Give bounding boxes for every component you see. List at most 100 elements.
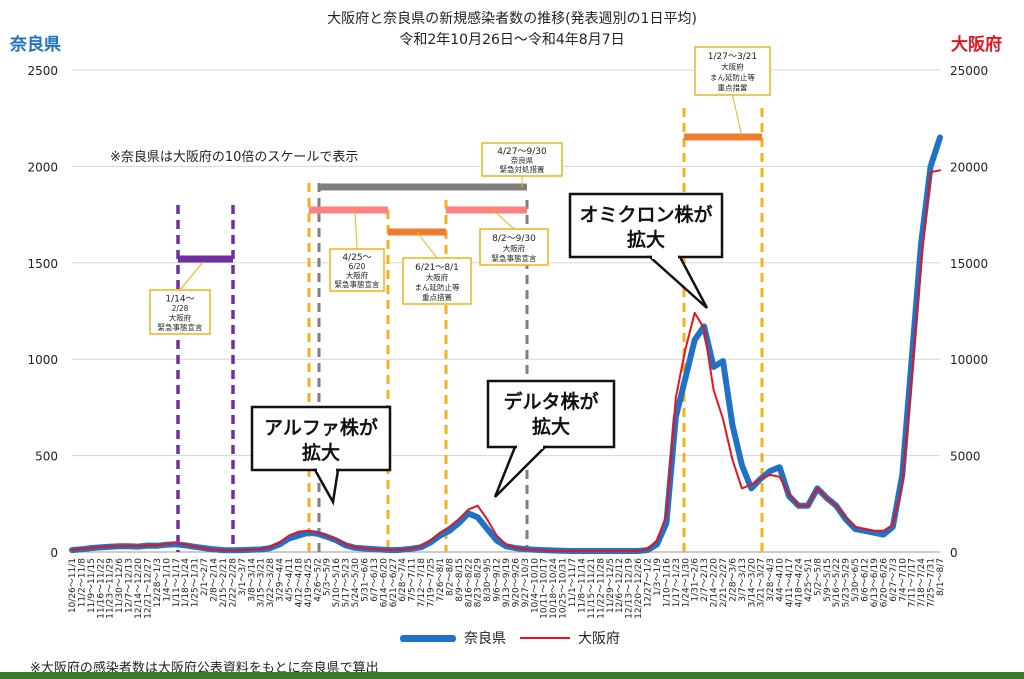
period-label-text: 重点措置 bbox=[422, 292, 452, 302]
callout-tail bbox=[493, 445, 549, 498]
period-label-text: 8/2～9/30 bbox=[492, 234, 536, 244]
x-tick-label: 6/14～6/20 bbox=[379, 558, 389, 608]
x-tick-label: 1/3～1/9 bbox=[653, 558, 663, 596]
x-tick-label: 10/11～10/17 bbox=[540, 558, 550, 619]
x-tick-label: 7/26～8/1 bbox=[436, 558, 446, 602]
period-label-box bbox=[329, 248, 385, 292]
left-tick-label: 2000 bbox=[27, 160, 58, 174]
callout-text: 拡大 bbox=[532, 415, 570, 438]
x-tick-label: 12/13～12/19 bbox=[625, 558, 635, 619]
x-tick-label: 7/4～7/10 bbox=[898, 558, 908, 602]
period-label-leader bbox=[354, 209, 358, 250]
x-tick-label: 4/26～5/2 bbox=[313, 558, 323, 602]
x-tick-label: 7/11～7/17 bbox=[908, 558, 918, 607]
x-tick-label: 10/4～10/10 bbox=[530, 558, 540, 613]
x-tick-label: 2/15～2/21 bbox=[219, 558, 229, 607]
right-tick-label: 5000 bbox=[950, 450, 981, 464]
x-tick-label: 6/27～7/3 bbox=[889, 558, 899, 602]
x-tick-label: 11/15～11/21 bbox=[587, 558, 597, 619]
x-tick-label: 7/25～7/31 bbox=[927, 558, 937, 607]
x-tick-label: 1/10～1/16 bbox=[662, 558, 672, 608]
x-tick-label: 3/15～3/21 bbox=[257, 558, 267, 607]
x-tick-label: 12/7～12/13 bbox=[125, 558, 135, 613]
x-tick-label: 3/14～3/20 bbox=[747, 558, 757, 608]
x-tick-label: 1/24～1/30 bbox=[681, 558, 691, 608]
callout-text: 拡大 bbox=[302, 441, 340, 464]
x-tick-label: 12/28～1/3 bbox=[153, 558, 163, 607]
period-label-leader bbox=[416, 231, 438, 259]
x-tick-label: 5/30～6/5 bbox=[851, 558, 861, 602]
period-label-text: 大阪府 bbox=[503, 243, 526, 253]
x-tick-label: 4/18～4/24 bbox=[794, 558, 804, 608]
x-tick-label: 1/31～2/6 bbox=[691, 558, 701, 602]
callout-text: デルタ株が bbox=[503, 390, 598, 413]
x-tick-label: 1/17～1/23 bbox=[672, 558, 682, 607]
legend-label-osaka: 大阪府 bbox=[578, 631, 620, 647]
x-tick-label: 2/28～3/6 bbox=[728, 558, 738, 602]
x-tick-label: 2/8～2/14 bbox=[210, 558, 220, 602]
x-tick-label: 5/31～6/6 bbox=[360, 558, 370, 602]
period-label-text: 大阪府 bbox=[169, 312, 192, 322]
x-tick-label: 3/21～3/27 bbox=[757, 558, 767, 607]
x-tick-label: 11/2～11/8 bbox=[77, 558, 87, 608]
x-tick-label: 9/27～10/3 bbox=[521, 558, 531, 607]
period-label-box bbox=[481, 142, 563, 177]
x-tick-label: 2/1～2/7 bbox=[200, 558, 210, 596]
x-tick-label: 11/22～11/28 bbox=[596, 558, 606, 619]
x-tick-label: 6/21～6/27 bbox=[389, 558, 399, 607]
x-tick-label: 3/22～3/28 bbox=[266, 558, 276, 608]
legend: 奈良県 大阪府 bbox=[400, 628, 620, 648]
period-label-leader bbox=[732, 94, 743, 138]
x-tick-label: 5/3～5/9 bbox=[323, 558, 333, 596]
period-label-text: 大阪府 bbox=[346, 270, 369, 280]
x-tick-label: 2/22～2/28 bbox=[228, 558, 238, 608]
x-tick-label: 5/10～5/16 bbox=[332, 558, 342, 608]
period-label-text: 1/27～3/21 bbox=[708, 52, 757, 62]
x-tick-label: 5/17～5/23 bbox=[342, 558, 352, 607]
chart-title: 大阪府と奈良県の新規感染者数の推移(発表週別の1日平均) bbox=[327, 11, 697, 27]
period-label-text: 4/25～ bbox=[342, 253, 371, 263]
period-label-text: 重点措置 bbox=[718, 83, 748, 93]
chart-subtitle: 令和2年10月26日～令和4年8月7日 bbox=[399, 32, 625, 48]
x-tick-label: 1/18～1/24 bbox=[181, 558, 191, 608]
x-tick-label: 12/27～1/2 bbox=[644, 558, 654, 607]
period-label-text: 2/28 bbox=[172, 304, 189, 313]
x-tick-label: 7/19～7/25 bbox=[427, 558, 437, 607]
period-label-text: 1/14～ bbox=[165, 294, 194, 304]
x-tick-label: 11/29～12/5 bbox=[606, 558, 616, 613]
left-tick-label: 2500 bbox=[27, 64, 58, 78]
x-tick-label: 8/16～8/22 bbox=[464, 558, 474, 607]
x-tick-label: 7/18～7/24 bbox=[917, 558, 927, 608]
period-label-box bbox=[479, 228, 549, 266]
left-tick-label: 1500 bbox=[27, 257, 58, 271]
x-tick-label: 4/25～5/1 bbox=[804, 558, 814, 602]
x-tick-label: 11/30～12/6 bbox=[115, 558, 125, 613]
callout-text: オミクロン株が bbox=[579, 203, 712, 226]
x-tick-label: 10/18～10/24 bbox=[549, 558, 559, 619]
period-label-text: まん延防止等 bbox=[415, 282, 460, 292]
period-label-text: 奈良県 bbox=[511, 155, 534, 165]
x-tick-label: 11/1～11/7 bbox=[568, 558, 578, 607]
x-tick-label: 9/13～9/19 bbox=[502, 558, 512, 608]
series-line-osaka bbox=[71, 169, 941, 552]
x-tick-label: 6/6～6/12 bbox=[861, 558, 871, 602]
legend-swatch-nara bbox=[400, 634, 456, 642]
x-tick-label: 8/1～8/7 bbox=[936, 558, 946, 596]
scale-note: ※奈良県は大阪府の10倍のスケールで表示 bbox=[110, 150, 359, 165]
x-tick-label: 3/28～4/3 bbox=[766, 558, 776, 602]
series-line-nara bbox=[69, 134, 943, 554]
period-label-text: 大阪府 bbox=[426, 272, 449, 282]
left-tick-label: 1000 bbox=[27, 353, 58, 367]
x-tick-label: 8/23～8/29 bbox=[474, 558, 484, 608]
x-tick-label: 11/23～11/29 bbox=[106, 558, 116, 619]
x-tick-label: 9/20～9/26 bbox=[511, 558, 521, 608]
x-tick-label: 7/5～7/11 bbox=[408, 558, 418, 602]
period-label-box bbox=[694, 46, 771, 96]
x-tick-label: 11/16～11/22 bbox=[96, 558, 106, 619]
callout-text: アルファ株が bbox=[264, 416, 378, 439]
x-tick-label: 10/25～10/31 bbox=[559, 558, 569, 619]
x-tick-label: 2/7～2/13 bbox=[700, 558, 710, 602]
period-label-box bbox=[402, 257, 472, 305]
x-tick-label: 8/9～8/15 bbox=[455, 558, 465, 602]
x-tick-label: 3/29～4/4 bbox=[276, 558, 286, 602]
